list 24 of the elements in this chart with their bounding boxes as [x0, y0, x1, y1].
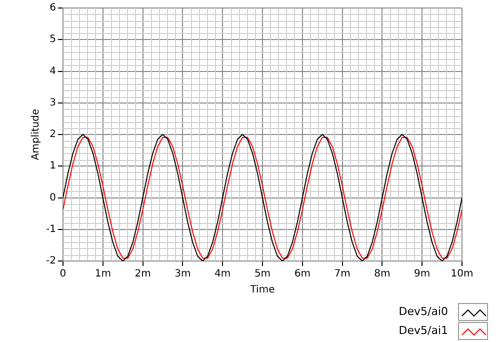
y-tick-label: 6 — [50, 2, 56, 14]
x-axis-title: Time — [249, 284, 275, 296]
x-tick-label: 6m — [294, 268, 310, 280]
x-tick-label: 4m — [214, 268, 231, 280]
y-tick-label: 0 — [50, 192, 56, 204]
x-tick-label: 9m — [414, 268, 430, 280]
y-axis-title: Amplitude — [30, 108, 42, 160]
y-tick-label: 3 — [50, 97, 56, 108]
x-tick-label: 1m — [94, 268, 111, 280]
x-tick-label: 2m — [134, 268, 151, 280]
y-tick-label: -2 — [46, 256, 56, 267]
x-tick-label: 0 — [60, 268, 66, 280]
y-tick-label: -1 — [46, 224, 56, 235]
y-tick-label: 5 — [50, 34, 56, 46]
y-tick-label: 1 — [50, 160, 56, 172]
x-tick-label: 7m — [334, 268, 350, 280]
legend-label: Dev5/ai1 — [398, 324, 448, 337]
x-tick-label: 10m — [450, 268, 474, 280]
x-tick-label: 5m — [254, 268, 271, 280]
x-tick-label: 8m — [374, 268, 390, 280]
y-tick-label: 2 — [50, 129, 56, 140]
y-tick-label: 4 — [50, 66, 56, 77]
legend-label: Dev5/ai0 — [398, 305, 448, 318]
x-tick-label: 3m — [174, 268, 191, 280]
